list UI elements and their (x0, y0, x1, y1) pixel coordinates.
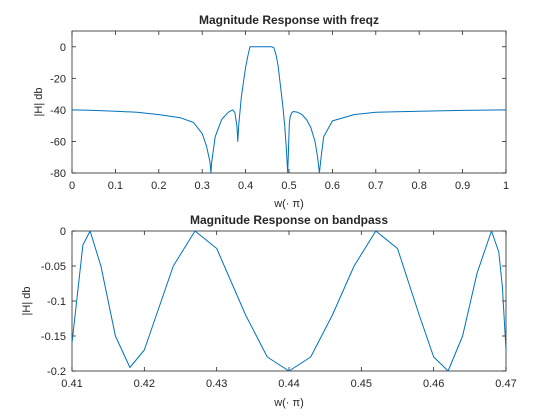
x-tick-label: 0.3 (195, 180, 210, 192)
x-axis-label: w(· π) (273, 198, 304, 210)
y-tick-label: -60 (50, 136, 66, 148)
x-tick-label: 0.41 (61, 378, 82, 390)
plot-area (71, 230, 507, 372)
y-tick-label: -0.2 (47, 366, 66, 378)
y-tick-label: -0.1 (47, 296, 66, 308)
x-axis-label: w(· π) (273, 397, 304, 409)
x-tick-label: 0.43 (206, 378, 227, 390)
y-tick-label: -40 (50, 105, 66, 117)
x-tick-label: 0.44 (278, 378, 299, 390)
x-tick-label: 0.1 (108, 180, 123, 192)
y-tick-label: -0.15 (41, 331, 66, 343)
x-tick-label: 0.7 (368, 180, 383, 192)
x-tick-label: 0.5 (281, 180, 296, 192)
y-tick-label: -0.05 (41, 261, 66, 273)
response-line (71, 46, 507, 174)
axis-ticks: 0 0.1 0.2 0.3 0.4 0.5 0.6 0.7 0.8 0.9 1 -80 -60 -40 -2… (50, 31, 509, 192)
plot-area (71, 30, 507, 174)
y-axis-label: |H| db (21, 287, 33, 316)
x-tick-label: 0.9 (455, 180, 470, 192)
x-tick-label: 1 (503, 180, 509, 192)
x-tick-label: 0.4 (238, 180, 253, 192)
axis-ticks: 0.41 0.42 0.43 0.44 0.45 0.46 0.47 -0.2 -0.15 -0.… (41, 226, 517, 390)
y-tick-label: 0 (60, 42, 66, 54)
y-tick-label: 0 (60, 226, 66, 238)
subplot-bandpass: Magnitude Response on bandpass 0.41 0.42 0… (21, 213, 517, 409)
x-tick-label: 0.46 (423, 378, 444, 390)
x-tick-label: 0.6 (325, 180, 340, 192)
x-tick-label: 0.47 (495, 378, 516, 390)
y-axis-label: |H| db (33, 88, 45, 117)
x-tick-label: 0.8 (412, 180, 427, 192)
chart-title: Magnitude Response on bandpass (190, 213, 388, 227)
subplot-freqz: Magnitude Response with freqz 0 0.1 0.2 0.3… (33, 13, 509, 210)
x-tick-label: 0.2 (151, 180, 166, 192)
y-tick-label: -80 (50, 168, 66, 180)
x-tick-label: 0.42 (134, 378, 155, 390)
x-tick-label: 0 (69, 180, 75, 192)
x-tick-label: 0.45 (351, 378, 372, 390)
chart-title: Magnitude Response with freqz (199, 13, 379, 27)
y-tick-label: -20 (50, 73, 66, 85)
response-line (71, 230, 507, 372)
